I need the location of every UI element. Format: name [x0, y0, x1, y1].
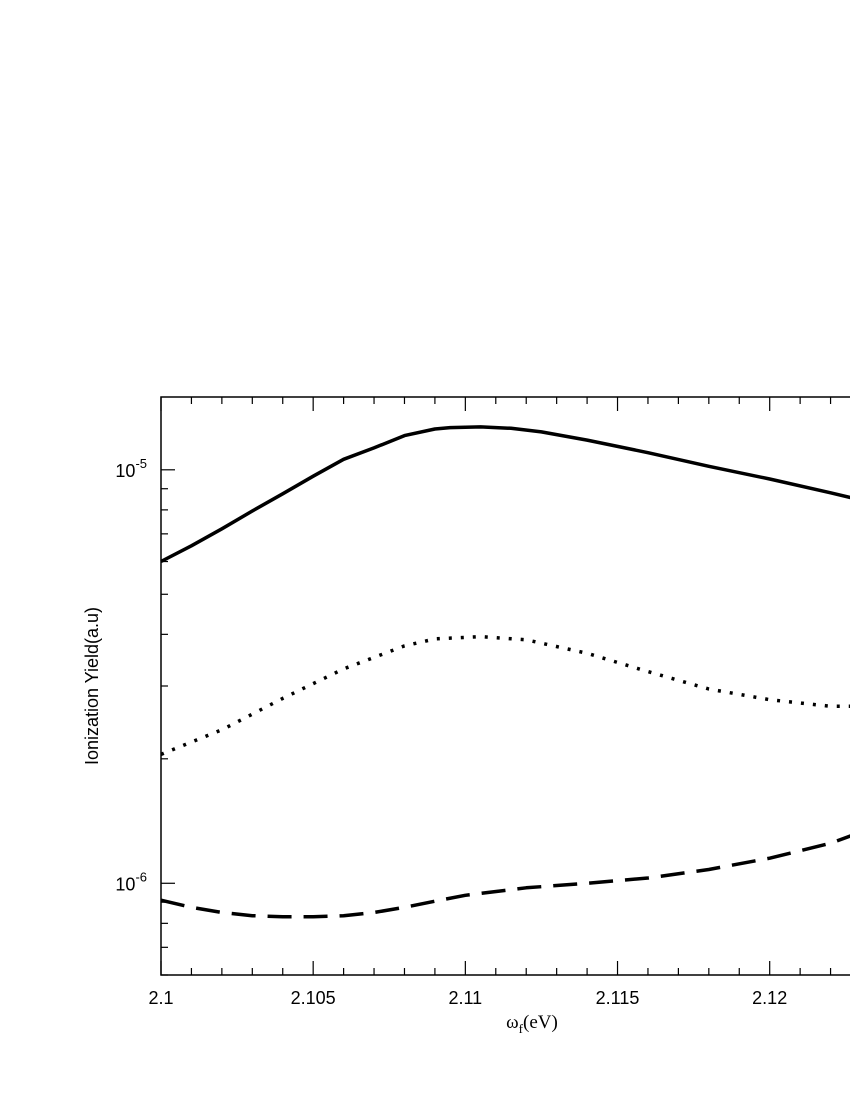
y-axis-ticks: 10-6 10-5	[115, 456, 147, 894]
x-axis-label-subscript: f	[519, 1021, 524, 1036]
x-tick-label: 2.115	[596, 988, 640, 1008]
x-axis-label-symbol: ω	[506, 1012, 519, 1033]
y-axis-label: Ionization Yield(a.u)	[82, 607, 102, 765]
x-axis-label: ωf(eV)	[506, 1012, 558, 1036]
series-line-solid	[160, 425, 850, 564]
x-tick-label: 2.1	[148, 988, 173, 1008]
series-line-dashed	[160, 834, 850, 919]
minor-ticks	[160, 397, 832, 976]
series-line-dotted	[160, 634, 850, 757]
x-tick-label: 2.11	[448, 988, 482, 1008]
x-axis-ticks: 2.1 2.105 2.11 2.115 2.12	[148, 988, 787, 1008]
x-tick-label: 2.105	[291, 988, 336, 1008]
y-tick-label: 10-6	[115, 869, 147, 894]
plot-frame	[160, 396, 850, 976]
series-layer	[160, 425, 850, 919]
x-tick-label: 2.12	[752, 988, 787, 1008]
x-axis-label-unit: (eV)	[523, 1012, 558, 1033]
y-tick-label: 10-5	[115, 456, 147, 481]
